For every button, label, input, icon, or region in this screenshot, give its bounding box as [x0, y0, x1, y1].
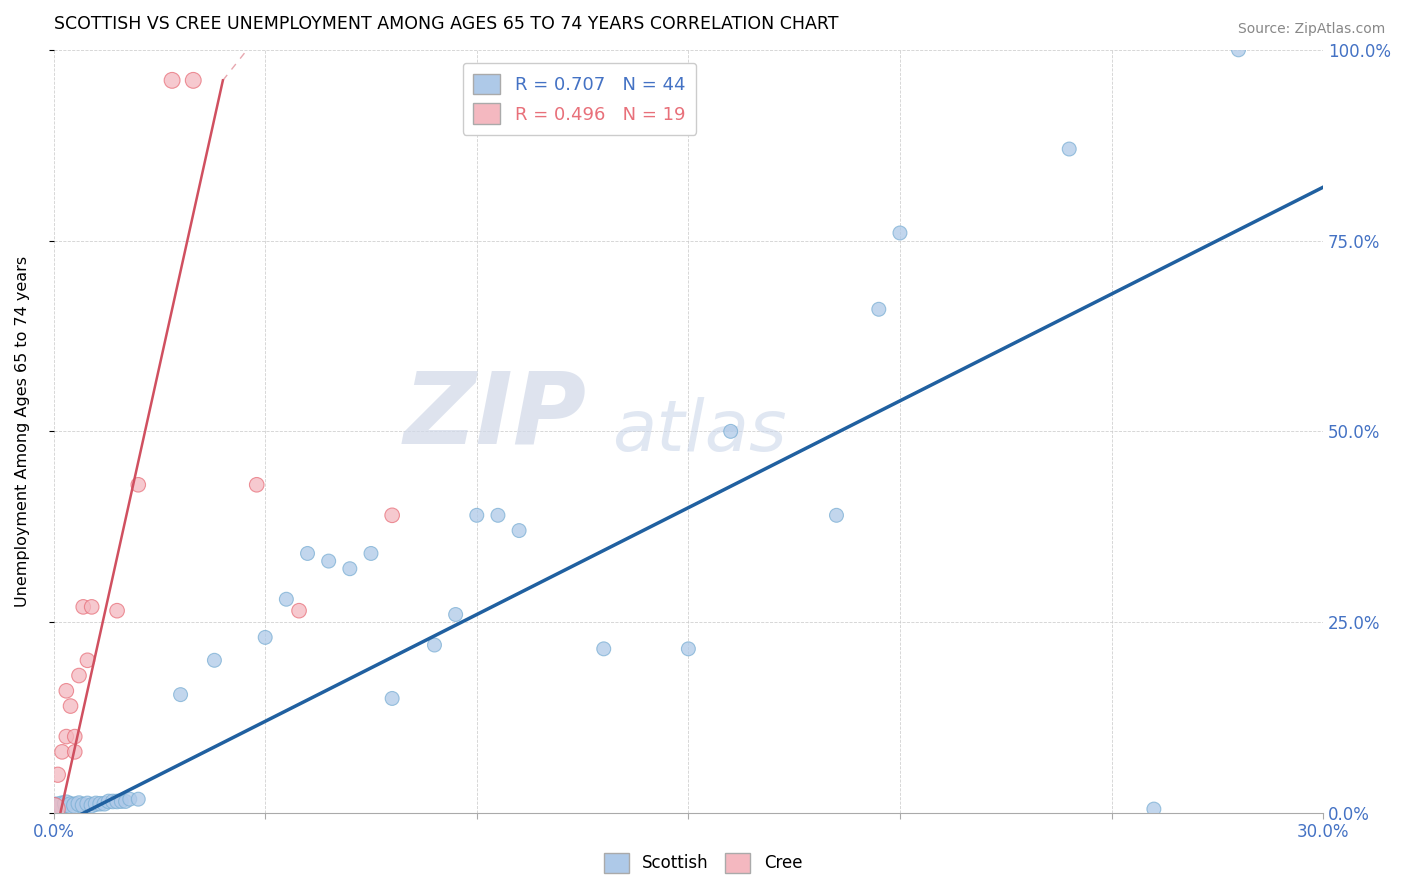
- Point: [59, 798, 82, 813]
- Point: [101, 794, 124, 808]
- Point: [181, 73, 204, 87]
- Text: atlas: atlas: [612, 397, 787, 466]
- Point: [381, 691, 404, 706]
- Point: [51, 745, 73, 759]
- Text: Source: ZipAtlas.com: Source: ZipAtlas.com: [1237, 22, 1385, 37]
- Point: [254, 631, 277, 645]
- Point: [276, 592, 298, 607]
- Point: [118, 792, 141, 806]
- Point: [1057, 142, 1080, 156]
- Point: [204, 653, 226, 667]
- Point: [160, 73, 183, 87]
- Point: [444, 607, 467, 622]
- Point: [42, 802, 65, 816]
- Point: [72, 798, 94, 813]
- Point: [360, 546, 382, 560]
- Point: [89, 797, 111, 811]
- Point: [127, 477, 149, 491]
- Point: [114, 794, 136, 808]
- Text: SCOTTISH VS CREE UNEMPLOYMENT AMONG AGES 65 TO 74 YEARS CORRELATION CHART: SCOTTISH VS CREE UNEMPLOYMENT AMONG AGES…: [53, 15, 838, 33]
- Point: [486, 508, 509, 523]
- Point: [720, 425, 742, 439]
- Point: [105, 604, 128, 618]
- Point: [381, 508, 404, 523]
- Point: [76, 797, 98, 811]
- Point: [46, 799, 69, 814]
- Point: [67, 797, 90, 811]
- Point: [508, 524, 530, 538]
- Point: [42, 802, 65, 816]
- Point: [592, 641, 614, 656]
- Point: [63, 745, 86, 759]
- Point: [1143, 802, 1166, 816]
- Legend: Scottish, Cree: Scottish, Cree: [598, 847, 808, 880]
- Point: [246, 477, 269, 491]
- Point: [59, 699, 82, 714]
- Point: [97, 794, 120, 808]
- Point: [84, 797, 107, 811]
- Point: [72, 599, 94, 614]
- Point: [63, 798, 86, 813]
- Point: [55, 797, 77, 811]
- Point: [80, 798, 103, 813]
- Point: [93, 797, 115, 811]
- Point: [465, 508, 488, 523]
- Point: [678, 641, 700, 656]
- Point: [55, 730, 77, 744]
- Point: [105, 794, 128, 808]
- Point: [55, 683, 77, 698]
- Point: [868, 302, 890, 317]
- Point: [63, 730, 86, 744]
- Point: [825, 508, 848, 523]
- Text: ZIP: ZIP: [404, 368, 586, 465]
- Point: [288, 604, 311, 618]
- Legend: R = 0.707   N = 44, R = 0.496   N = 19: R = 0.707 N = 44, R = 0.496 N = 19: [463, 62, 696, 135]
- Point: [889, 226, 911, 240]
- Point: [1227, 43, 1250, 57]
- Point: [318, 554, 340, 568]
- Point: [127, 792, 149, 806]
- Point: [339, 562, 361, 576]
- Point: [80, 599, 103, 614]
- Y-axis label: Unemployment Among Ages 65 to 74 years: Unemployment Among Ages 65 to 74 years: [15, 256, 30, 607]
- Point: [169, 688, 191, 702]
- Point: [76, 653, 98, 667]
- Point: [46, 768, 69, 782]
- Point: [51, 798, 73, 813]
- Point: [67, 668, 90, 682]
- Point: [297, 546, 319, 560]
- Point: [110, 794, 132, 808]
- Point: [423, 638, 446, 652]
